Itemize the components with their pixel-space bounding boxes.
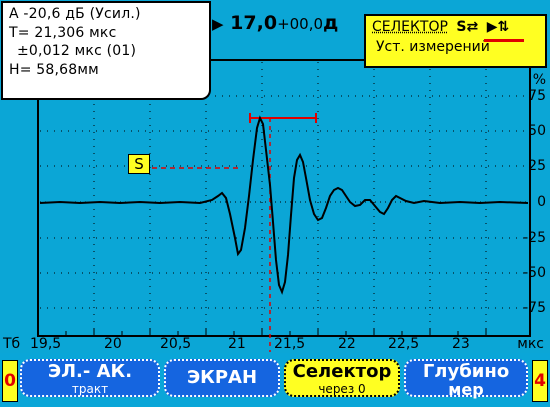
screen-button[interactable]: ЭКРАН — [164, 359, 280, 397]
softkey-bar: 0 ЭЛ.- АК. тракт ЭКРАН Селектор через 0 … — [0, 353, 550, 407]
x-tick-21: 21 — [228, 336, 246, 352]
selector-panel[interactable]: СЕЛЕКТОР S⇄ ▶⇅ Уст. измерений — [364, 14, 547, 68]
x-axis-unit: мкс — [517, 336, 544, 352]
y-tick-minus-50: -50 — [523, 265, 546, 281]
x-tick-20: 20 — [104, 336, 122, 352]
tract-sublabel: тракт — [71, 382, 109, 396]
x-tick-23: 23 — [452, 336, 470, 352]
gate-swap-icon: S⇄ — [456, 19, 479, 35]
selector-button-label: Селектор — [292, 361, 392, 382]
arrow-updown-icon: ▶⇅ — [486, 19, 510, 35]
y-tick-50: 50 — [528, 123, 546, 139]
measurement-info-panel: A -20,6 дБ (Усил.) T= 21,306 мкс ±0,012 … — [1, 1, 211, 100]
depth-meter-sublabel: мер — [448, 380, 484, 399]
amplitude-readout: A -20,6 дБ (Усил.) — [9, 6, 141, 22]
page-right-indicator[interactable]: 4 — [532, 360, 548, 402]
plot-frame — [37, 59, 531, 337]
y-tick-minus-25: -25 — [523, 230, 546, 246]
y-tick-top: % — [532, 72, 546, 88]
y-tick-minus-75: -75 — [523, 300, 546, 316]
x-tick-19-5: 19,5 — [30, 336, 62, 352]
gate-s-label[interactable]: S — [128, 154, 150, 174]
x-tick-20-5: 20,5 — [160, 336, 192, 352]
el-ak-tract-button[interactable]: ЭЛ.- АК. тракт — [20, 359, 160, 397]
gain-unit: д — [323, 12, 339, 34]
x-tick-22-5: 22,5 — [388, 336, 420, 352]
depth-meter-label: Глубино — [422, 361, 510, 382]
depth-readout: H= 58,68мм — [9, 61, 99, 78]
time-tolerance-readout: ±0,012 мкс (01) — [17, 43, 137, 59]
gain-display[interactable]: ▶ 17,0+00,0д — [212, 12, 338, 34]
x-tick-21-5: 21,5 — [274, 336, 306, 352]
y-tick-75: 75 — [528, 88, 546, 104]
selector-title: СЕЛЕКТОР — [372, 19, 448, 35]
screen-label: ЭКРАН — [186, 367, 258, 388]
grid-horizontal — [40, 95, 528, 309]
gain-value: 17,0 — [230, 12, 278, 34]
selector-subtitle: Уст. измерений — [376, 39, 490, 55]
selector-button-sublabel: через 0 — [318, 382, 366, 396]
echo-waveform — [39, 115, 529, 295]
gain-offset: +00,0 — [277, 15, 324, 33]
selector-button[interactable]: Селектор через 0 — [284, 359, 400, 397]
depth-meter-button[interactable]: Глубино мер — [404, 359, 528, 399]
y-tick-25: 25 — [528, 158, 546, 174]
page-left-indicator[interactable]: 0 — [2, 360, 18, 402]
time-readout: T= 21,306 мкс — [9, 24, 117, 41]
selector-indicator — [484, 39, 524, 42]
el-ak-label: ЭЛ.- АК. — [47, 361, 133, 382]
x-tick-marks — [65, 329, 487, 336]
x-axis-prefix: Тб — [3, 336, 21, 352]
x-tick-22: 22 — [338, 336, 356, 352]
y-tick-0: 0 — [537, 194, 546, 210]
play-triangle-icon: ▶ — [212, 15, 224, 33]
grid-vertical — [93, 62, 487, 334]
